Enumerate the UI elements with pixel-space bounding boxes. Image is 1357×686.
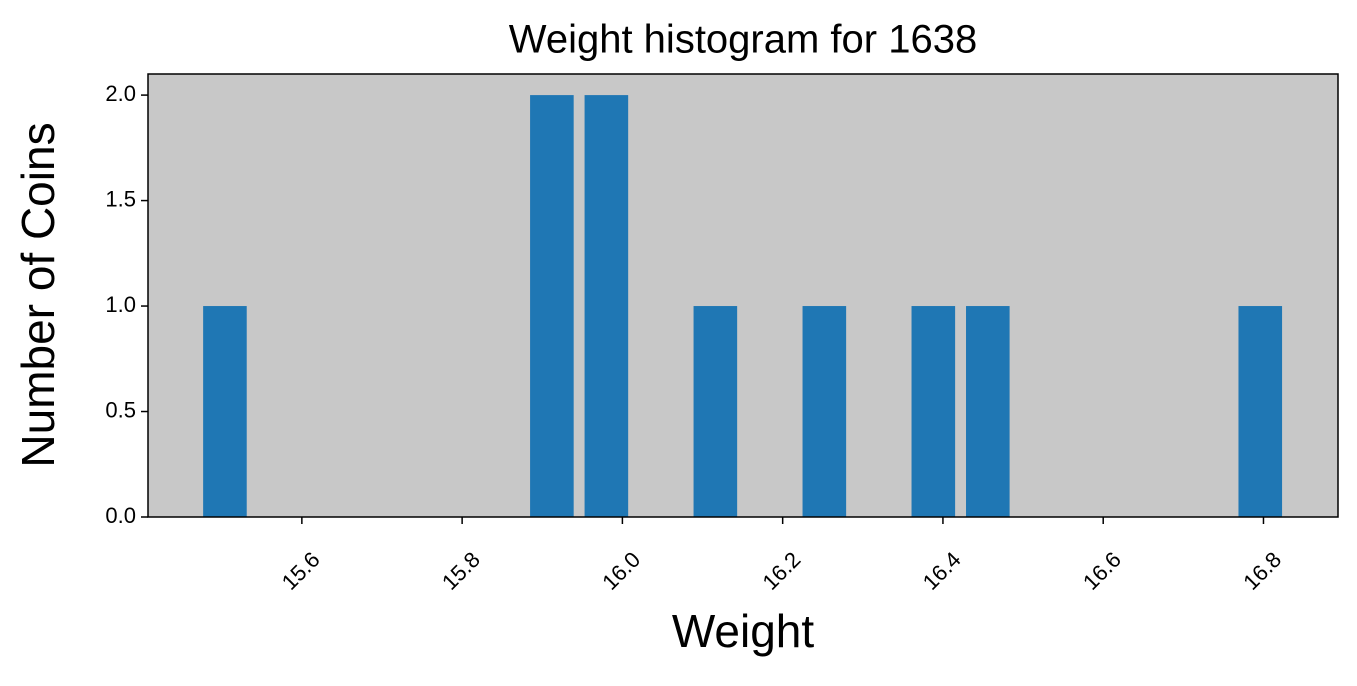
bar	[584, 95, 629, 517]
x-tick-label: 16.2	[757, 547, 805, 595]
x-tick-label: 16.4	[918, 547, 966, 595]
bar	[802, 306, 847, 517]
chart-title: Weight histogram for 1638	[509, 18, 977, 62]
y-tick-label: 0.0	[105, 503, 136, 528]
plot-area	[148, 74, 1338, 517]
bar	[203, 306, 247, 517]
y-tick-label: 1.5	[105, 186, 136, 211]
plot-frame	[147, 73, 1339, 518]
y-tick-label: 0.5	[105, 397, 136, 422]
x-tick-label: 15.8	[437, 547, 485, 595]
bar	[911, 306, 956, 517]
y-tick-label: 2.0	[105, 81, 136, 106]
y-axis-label: Number of Coins	[12, 122, 64, 467]
bar	[530, 95, 574, 517]
x-tick-label: 16.8	[1238, 547, 1286, 595]
x-axis-label: Weight	[672, 605, 815, 657]
bar	[966, 306, 1010, 517]
x-tick-label: 15.6	[277, 547, 325, 595]
bar	[1238, 306, 1283, 517]
y-tick-label: 1.0	[105, 292, 136, 317]
bar	[693, 306, 738, 517]
x-tick-label: 16.6	[1078, 547, 1126, 595]
x-tick-label: 16.0	[597, 547, 645, 595]
